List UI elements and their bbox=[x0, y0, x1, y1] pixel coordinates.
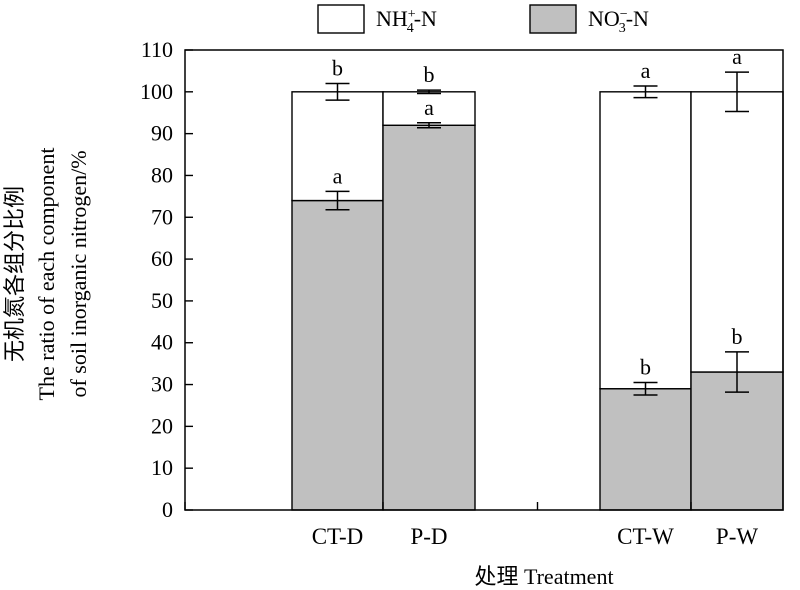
y-axis-title-line-3: of soil inorganic nitrogen/% bbox=[66, 150, 91, 397]
y-tick-label: 20 bbox=[151, 413, 173, 438]
y-tick-label: 50 bbox=[151, 288, 173, 313]
sig-label-p-d-series-1: b bbox=[424, 62, 435, 87]
sig-label-p-w-series-0: b bbox=[732, 324, 743, 349]
sig-label-ct-w-series-0: b bbox=[640, 354, 651, 379]
y-tick-label: 40 bbox=[151, 330, 173, 355]
y-tick-label: 70 bbox=[151, 204, 173, 229]
sig-label-ct-d-series-0: a bbox=[333, 163, 343, 188]
legend-swatch-series-1 bbox=[317, 4, 365, 34]
category-label-p-d: P-D bbox=[410, 524, 447, 549]
plot-axes: CT-D P-D CT-W P-W 0 10 20 30 40 50 60 70 80 90 100 110 bbox=[140, 37, 784, 549]
sig-label-ct-d-series-1: b bbox=[332, 55, 343, 80]
category-label-ct-w: CT-W bbox=[617, 524, 674, 549]
legend-swatch-series-0 bbox=[529, 4, 577, 34]
sig-label-ct-w-series-1: a bbox=[641, 58, 651, 83]
bar-series bbox=[291, 91, 784, 511]
legend-label-series-1: NH+ 4-N bbox=[376, 6, 437, 36]
legend-label-series-0: NO− 3-N bbox=[588, 6, 649, 36]
y-tick-label: 100 bbox=[140, 79, 173, 104]
sig-label-p-w-series-1: a bbox=[732, 44, 742, 69]
bar-ct-d-series-1 bbox=[291, 91, 384, 202]
bar-ct-d-series-0 bbox=[291, 199, 384, 511]
y-tick-label: 30 bbox=[151, 372, 173, 397]
y-tick-label: 60 bbox=[151, 246, 173, 271]
x-axis-title: 处理 Treatment bbox=[474, 564, 613, 589]
bar-p-d-series-0 bbox=[382, 124, 476, 511]
error-bars bbox=[325, 71, 749, 396]
legend: NH+ 4-N NO− 3-N bbox=[317, 4, 649, 36]
bar-ct-w-series-1 bbox=[599, 91, 692, 390]
y-axis-title-line-1: 无机氮各组分比例 bbox=[2, 186, 27, 362]
bar-ct-w-series-0 bbox=[599, 388, 692, 511]
category-label-ct-d: CT-D bbox=[312, 524, 364, 549]
bar-p-d-series-1 bbox=[382, 91, 476, 126]
y-axis-title-line-2: The ratio of each component bbox=[34, 148, 59, 401]
y-tick-label: 80 bbox=[151, 162, 173, 187]
plot-frame bbox=[184, 49, 784, 511]
y-tick-label: 10 bbox=[151, 455, 173, 480]
y-tick-label: 0 bbox=[162, 497, 173, 522]
bar-p-w-series-1 bbox=[690, 91, 784, 373]
category-label-p-w: P-W bbox=[716, 524, 758, 549]
y-tick-label: 90 bbox=[151, 121, 173, 146]
axis-titles: 无机氮各组分比例 The ratio of each component of so… bbox=[2, 148, 614, 589]
sig-label-p-d-series-0: a bbox=[424, 95, 434, 120]
y-tick-label: 110 bbox=[141, 37, 173, 62]
